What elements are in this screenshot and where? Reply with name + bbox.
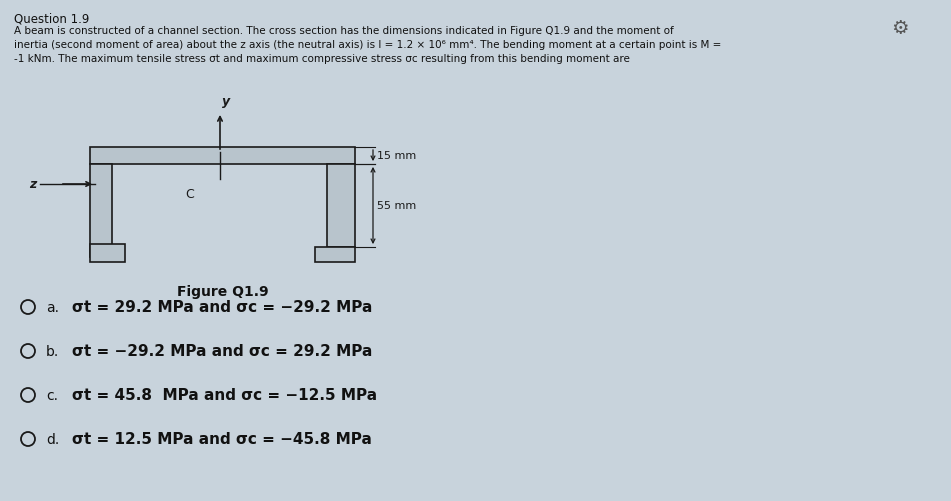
Text: A beam is constructed of a channel section. The cross section has the dimensions: A beam is constructed of a channel secti…	[14, 26, 673, 36]
Text: a.: a.	[46, 301, 59, 314]
Text: d.: d.	[46, 432, 59, 446]
Text: y: y	[222, 95, 230, 108]
Text: C: C	[185, 188, 194, 201]
Bar	[315, 247, 355, 263]
Text: Question 1.9: Question 1.9	[14, 12, 89, 25]
Text: 15 mm: 15 mm	[377, 151, 417, 161]
Text: inertia (second moment of area) about the z axis (the neutral axis) is I = 1.2 ×: inertia (second moment of area) about th…	[14, 40, 722, 50]
Text: Figure Q1.9: Figure Q1.9	[177, 285, 268, 299]
Bar	[90, 165, 112, 258]
Text: σt = 45.8  MPa and σc = −12.5 MPa: σt = 45.8 MPa and σc = −12.5 MPa	[72, 388, 378, 403]
Bar	[90, 244, 125, 263]
Bar	[327, 165, 355, 247]
Text: z: z	[29, 178, 36, 191]
Text: ⚙: ⚙	[891, 19, 909, 38]
Bar	[90, 148, 355, 165]
Text: σt = 12.5 MPa and σc = −45.8 MPa: σt = 12.5 MPa and σc = −45.8 MPa	[72, 432, 372, 446]
Text: b.: b.	[46, 344, 59, 358]
Text: σt = −29.2 MPa and σc = 29.2 MPa: σt = −29.2 MPa and σc = 29.2 MPa	[72, 344, 373, 359]
Text: c.: c.	[46, 388, 58, 402]
Text: σt = 29.2 MPa and σc = −29.2 MPa: σt = 29.2 MPa and σc = −29.2 MPa	[72, 300, 373, 315]
Text: 55 mm: 55 mm	[377, 201, 417, 211]
Text: -1 kNm. The maximum tensile stress σt and maximum compressive stress σc resultin: -1 kNm. The maximum tensile stress σt an…	[14, 54, 630, 64]
